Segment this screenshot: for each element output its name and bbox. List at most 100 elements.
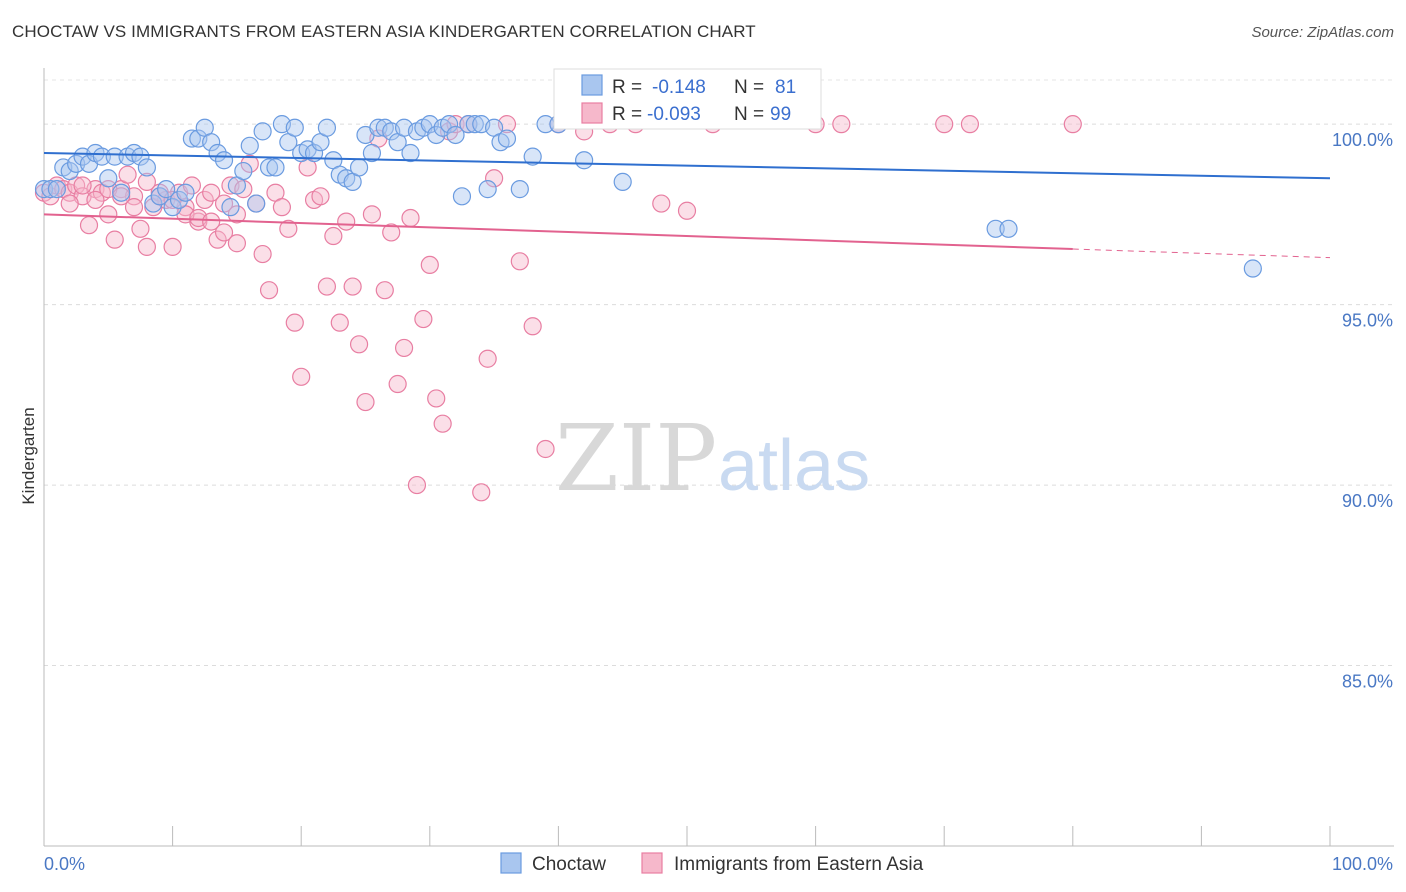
choctaw-point-65 <box>452 187 472 206</box>
legend-n-value-1: 81 <box>775 77 796 98</box>
choctaw-point-72 <box>497 129 517 148</box>
immigrants-point-53 <box>375 281 394 300</box>
immigrants-point-23 <box>182 176 201 195</box>
immigrants-point-25 <box>195 190 214 210</box>
immigrants-point-58 <box>407 475 427 495</box>
legend-n-label-1: N = <box>734 77 764 98</box>
immigrants-point-57 <box>401 208 420 228</box>
immigrants-point-68 <box>485 169 504 188</box>
choctaw-point-79 <box>986 219 1005 238</box>
choctaw-point-66 <box>459 115 478 134</box>
bottom-legend-swatch-immigrants <box>641 852 663 874</box>
immigrants-point-70 <box>510 252 529 271</box>
immigrants-point-37 <box>272 198 292 217</box>
choctaw-point-16 <box>137 158 156 177</box>
choctaw-point-51 <box>362 143 382 163</box>
y-axis-label: Kindergarten <box>19 407 38 504</box>
immigrants-point-27 <box>208 230 227 249</box>
immigrants-point-78 <box>677 201 697 220</box>
choctaw-trend-line <box>43 152 1331 180</box>
choctaw-point-4 <box>60 161 79 181</box>
choctaw-point-1 <box>41 180 60 199</box>
immigrants-point-35 <box>259 281 279 300</box>
bottom-legend-label-immigrants: Immigrants from Eastern Asia <box>674 854 924 875</box>
immigrants-point-11 <box>105 230 124 249</box>
y-tick-labels: 85.0% 90.0% 95.0% 100.0% <box>1332 130 1393 691</box>
immigrants-point-7 <box>79 216 99 235</box>
choctaw-point-17 <box>144 194 163 213</box>
immigrants-point-32 <box>240 154 259 173</box>
choctaw-point-63 <box>439 115 459 134</box>
choctaw-point-69 <box>478 180 497 199</box>
immigrants-point-50 <box>356 392 375 412</box>
immigrants-point-54 <box>382 223 401 242</box>
immigrants-point-60 <box>420 255 439 275</box>
immigrants-point-81 <box>832 115 851 134</box>
y-tick-label-0: 85.0% <box>1342 672 1393 692</box>
immigrants-point-16 <box>137 237 156 256</box>
legend-swatch-immigrants <box>581 102 603 124</box>
immigrants-point-51 <box>362 205 382 224</box>
immigrants-point-20 <box>163 237 182 256</box>
immigrants-point-15 <box>131 219 150 238</box>
legend-r-label-1: R = <box>612 77 642 98</box>
legend-r-label-2: R = <box>612 104 642 125</box>
chart-title: CHOCTAW VS IMMIGRANTS FROM EASTERN ASIA … <box>12 22 756 41</box>
choctaw-point-49 <box>349 158 369 177</box>
choctaw-point-67 <box>465 115 484 134</box>
immigrants-trend-line <box>43 213 1073 251</box>
immigrants-point-61 <box>427 389 446 408</box>
legend-swatch-choctaw <box>581 74 603 96</box>
immigrants-point-62 <box>433 414 452 433</box>
choctaw-point-21 <box>169 190 189 210</box>
legend-n-label-2: N = <box>734 104 764 125</box>
choctaw-point-11 <box>105 147 124 166</box>
choctaw-point-0 <box>34 180 54 199</box>
x-tick-label-0: 0.0% <box>44 854 85 874</box>
immigrants-point-82 <box>935 115 954 134</box>
immigrants-point-90 <box>124 198 144 217</box>
choctaw-point-36 <box>266 158 285 177</box>
watermark: ZIP atlas <box>555 405 870 512</box>
immigrants-point-43 <box>311 187 330 206</box>
immigrants-point-40 <box>292 367 311 386</box>
immigrants-point-98 <box>227 234 246 253</box>
immigrants-point-67 <box>478 349 497 368</box>
immigrants-point-56 <box>394 338 414 358</box>
choctaw-point-34 <box>253 122 272 141</box>
choctaw-point-20 <box>163 198 182 217</box>
immigrants-point-30 <box>227 205 246 224</box>
bottom-legend-swatch-choctaw <box>500 852 522 874</box>
immigrants-point-85 <box>60 194 79 213</box>
immigrants-point-59 <box>414 309 433 329</box>
immigrants-point-38 <box>279 219 298 238</box>
y-tick-label-3: 100.0% <box>1332 130 1393 150</box>
immigrants-point-91 <box>137 172 156 191</box>
choctaw-point-5 <box>67 154 86 173</box>
choctaw-point-12 <box>112 183 131 202</box>
choctaw-point-80 <box>999 219 1018 238</box>
choctaw-point-44 <box>317 118 337 137</box>
immigrants-point-46 <box>330 313 349 332</box>
data-points <box>34 115 1262 502</box>
immigrants-point-87 <box>86 190 105 210</box>
choctaw-point-81 <box>1243 259 1262 278</box>
choctaw-point-26 <box>202 133 221 152</box>
legend: R = -0.148 N = 81 R = -0.093 N = 99 <box>553 68 822 130</box>
choctaw-point-61 <box>427 125 446 145</box>
legend-r-value-2: -0.093 <box>647 104 701 125</box>
immigrants-point-44 <box>317 277 337 296</box>
immigrants-point-55 <box>388 374 407 394</box>
choctaw-point-29 <box>221 198 240 217</box>
immigrants-point-77 <box>652 194 671 213</box>
legend-r-value-1: -0.148 <box>652 77 706 98</box>
trend-lines <box>43 152 1331 259</box>
bottom-legend: Choctaw Immigrants from Eastern Asia <box>500 852 924 875</box>
immigrants-point-72 <box>536 439 555 459</box>
immigrants-point-49 <box>349 335 369 354</box>
choctaw-point-32 <box>240 136 259 155</box>
choctaw-point-18 <box>150 187 169 206</box>
immigrants-point-66 <box>472 483 491 502</box>
choctaw-point-64 <box>446 125 465 145</box>
choctaw-point-35 <box>259 158 279 177</box>
